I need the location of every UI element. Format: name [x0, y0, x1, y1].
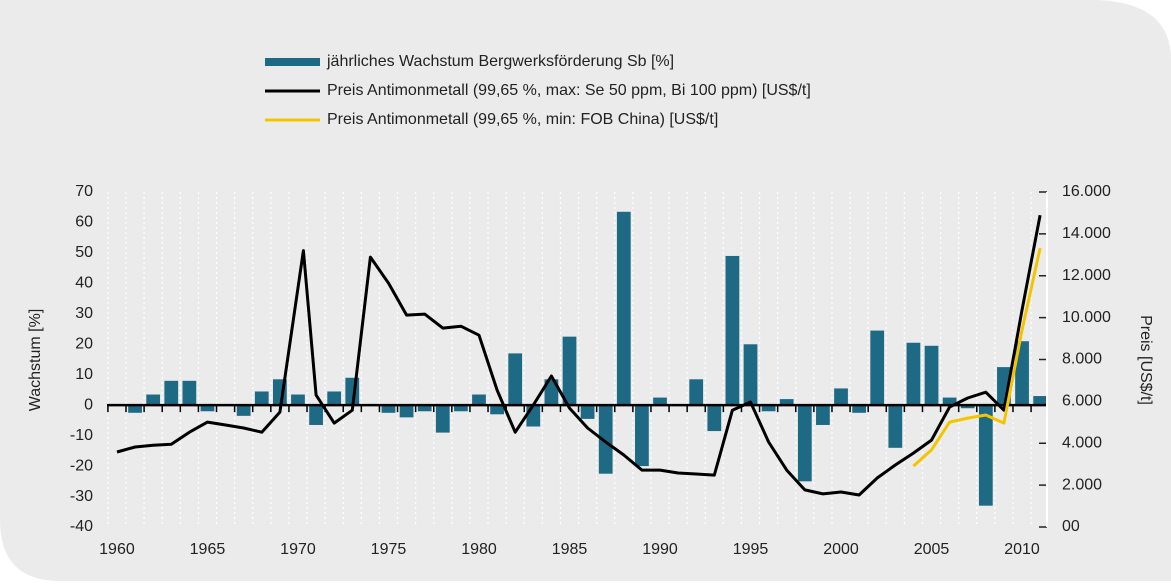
bar — [526, 405, 541, 427]
bar — [942, 397, 957, 406]
x-tick-label: 1990 — [642, 541, 678, 558]
bar — [146, 394, 161, 406]
y-tick-label: 60 — [75, 214, 93, 231]
bar — [544, 379, 559, 406]
y-tick-label: 50 — [75, 244, 93, 261]
y2-tick-label: 8.000 — [1062, 351, 1102, 368]
y-tick-label: 10 — [75, 366, 93, 383]
bar — [906, 342, 921, 406]
x-tick-label: 1960 — [99, 541, 135, 558]
bar — [435, 405, 450, 433]
bar — [725, 255, 740, 406]
x-tick-label: 1980 — [461, 541, 497, 558]
x-tick-label: 1965 — [190, 541, 226, 558]
bar — [834, 388, 848, 406]
y2-tick-label: 14.000 — [1062, 225, 1111, 242]
y2-tick-label: 4.000 — [1062, 434, 1102, 451]
bar — [309, 405, 323, 425]
y-tick-label: 30 — [75, 305, 93, 322]
bar — [960, 405, 975, 409]
bar — [743, 344, 758, 406]
bar — [852, 405, 867, 413]
y-tick-label: -40 — [70, 518, 93, 535]
bar — [689, 379, 704, 406]
bar — [761, 405, 776, 412]
y-tick-label: 70 — [75, 183, 93, 200]
y2-tick-label: 6.000 — [1062, 393, 1102, 410]
bar — [816, 405, 830, 425]
bar — [779, 399, 794, 406]
bar — [580, 405, 595, 419]
bar — [454, 405, 468, 412]
y-tick-label: -30 — [70, 488, 93, 505]
bar — [616, 211, 631, 406]
x-tick-label: 2000 — [823, 541, 859, 558]
legend-label: Preis Antimonmetall (99,65 %, max: Se 50… — [327, 82, 811, 99]
bar — [128, 405, 142, 413]
y-tick-label: -20 — [70, 457, 93, 474]
y-axis-label: Wachstum [%] — [27, 309, 44, 412]
y-tick-label: -10 — [70, 427, 93, 444]
bar — [508, 353, 523, 406]
x-tick-label: 1985 — [552, 541, 588, 558]
bar — [200, 405, 215, 412]
y2-axis-label: Preis [US$/t] — [1137, 315, 1154, 405]
bar — [254, 391, 269, 406]
y2-tick-label: 00 — [1062, 518, 1080, 535]
y-tick-label: 20 — [75, 335, 93, 352]
bar — [635, 405, 649, 467]
x-tick-label: 1995 — [733, 541, 769, 558]
y2-tick-label: 10.000 — [1062, 309, 1111, 326]
bar — [978, 405, 993, 506]
bar — [1033, 396, 1048, 406]
price-line — [912, 247, 1042, 468]
bar — [1015, 341, 1029, 406]
bar — [797, 405, 812, 482]
bar — [472, 394, 486, 406]
legend-swatch — [265, 58, 320, 66]
bar — [182, 380, 197, 406]
legend-label: jährliches Wachstum Bergwerksförderung S… — [326, 53, 674, 70]
x-tick-label: 2010 — [1004, 541, 1040, 558]
bar — [870, 330, 885, 406]
x-tick-label: 1975 — [371, 541, 407, 558]
y2-tick-label: 16.000 — [1062, 183, 1111, 200]
bar — [598, 405, 613, 474]
legend-label: Preis Antimonmetall (99,65 %, min: FOB C… — [327, 111, 718, 128]
bar — [399, 405, 414, 418]
bar — [417, 405, 432, 412]
y-tick-label: 0 — [84, 396, 93, 413]
bar — [291, 394, 305, 406]
price-line — [116, 214, 1042, 497]
bar — [327, 391, 342, 406]
bar — [888, 405, 903, 448]
y-tick-label: 40 — [75, 275, 93, 292]
y2-tick-label: 12.000 — [1062, 267, 1111, 284]
bar — [236, 405, 251, 416]
x-tick-label: 1970 — [280, 541, 316, 558]
bar — [924, 345, 939, 406]
bar — [490, 405, 504, 415]
bar — [381, 405, 396, 413]
bar — [562, 336, 577, 406]
x-tick-label: 2005 — [914, 541, 950, 558]
bar — [653, 397, 667, 406]
y2-tick-label: 2.000 — [1062, 476, 1102, 493]
bar — [164, 380, 179, 406]
bar — [707, 405, 722, 432]
